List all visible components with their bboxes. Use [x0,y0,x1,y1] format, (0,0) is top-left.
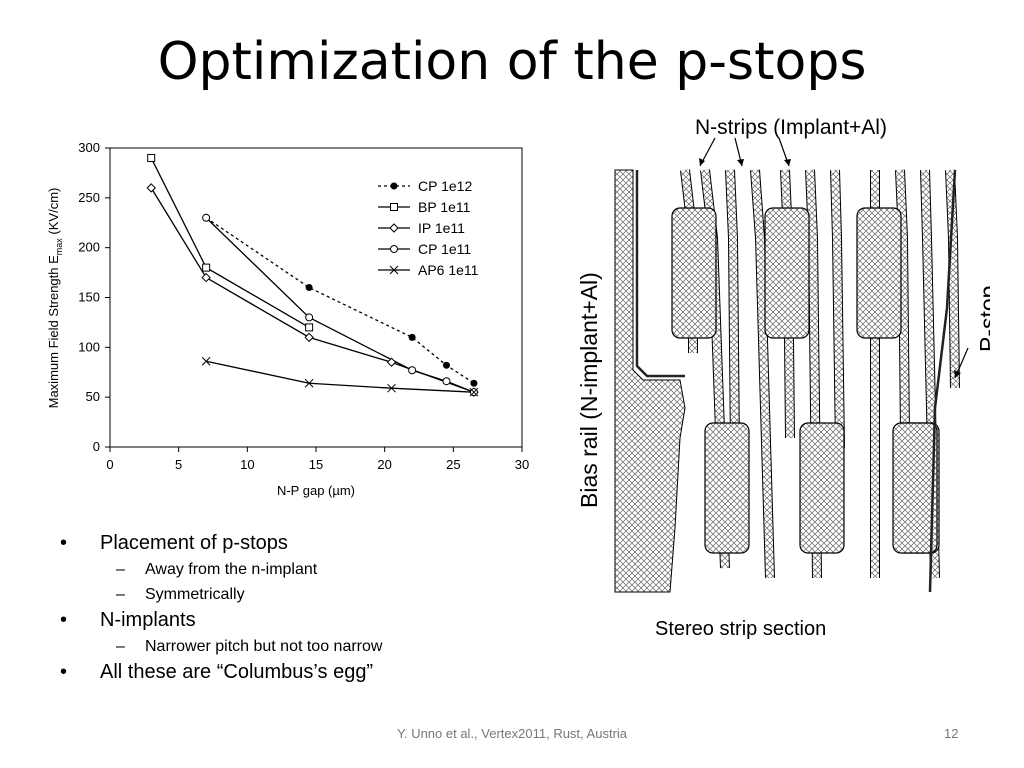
sub-bullet-item: Symmetrically [60,582,580,607]
y-tick-label: 100 [78,339,100,354]
x-tick-label: 10 [240,457,254,472]
data-point [202,213,211,222]
y-tick-label: 150 [78,290,100,305]
x-tick-label: 5 [175,457,182,472]
legend-entry: CP 1e12 [418,178,472,194]
n-strips-label: N-strips (Implant+Al) [695,116,887,139]
series-line-4 [205,360,474,393]
y-tick-label: 50 [86,389,100,404]
bias-rail-label: Bias rail (N-implant+Al) [576,272,602,508]
data-point [305,323,314,332]
strip-pad [892,422,938,554]
y-tick-label: 200 [78,240,100,255]
legend-marker [390,203,398,211]
y-tick-label: 300 [78,140,100,155]
stereo-strip-diagram: N-strips (Implant+Al) Bias rail (N-impla… [576,116,990,593]
p-stop-line [928,169,957,593]
diagram-caption: Stereo strip section [655,618,827,640]
data-point [202,263,211,272]
legend-marker [389,223,399,233]
series-line-0 [205,217,475,384]
legend-marker [390,245,398,253]
slide-title: Optimization of the p-stops [157,32,867,92]
data-point [386,357,397,367]
data-point [387,383,396,393]
legend-marker [389,265,399,275]
data-point [442,361,450,369]
data-point [305,284,313,292]
y-tick-label: 0 [93,439,100,454]
y-tick-label: 250 [78,190,100,205]
bullet-item: Placement of p-stops [60,530,580,557]
bullet-item: All these are “Columbus’s egg” [60,659,580,686]
strip-pad [671,207,717,339]
strip-pad [704,422,750,554]
sub-bullet-item: Narrower pitch but not too narrow [60,634,580,659]
strip-body [751,169,774,579]
strip-pad [764,207,810,339]
x-tick-label: 30 [515,457,529,472]
strip-body [946,169,959,389]
bullet-list: Placement of p-stopsAway from the n-impl… [60,530,580,686]
bias-rail [614,169,686,593]
data-point [201,272,211,283]
strip-body [726,169,739,454]
data-point [408,333,416,341]
strip-body [896,169,909,439]
legend-marker [390,182,398,190]
strip-pad [856,207,902,339]
data-point [304,378,314,388]
n-strips-arrows [699,137,969,379]
y-axis-label: Maximum Field Strength Emax (KV/cm) [46,188,64,409]
data-point [470,379,478,387]
x-tick-label: 25 [446,457,460,472]
sub-bullet-item: Away from the n-implant [60,557,580,582]
bullet-item: N-implants [60,607,580,634]
x-tick-label: 20 [377,457,391,472]
legend-entry: AP6 1e11 [418,262,479,278]
x-tick-label: 0 [106,457,113,472]
series-line-2 [150,187,475,393]
page-number: 12 [944,726,959,741]
data-point [201,356,211,366]
data-point [304,332,314,343]
data-point [147,153,156,162]
data-point [442,377,451,386]
data-point [305,313,314,322]
footer-citation: Y. Unno et al., Vertex2011, Rust, Austri… [396,726,628,741]
legend-entry: CP 1e11 [418,241,471,257]
strip-pad [799,422,845,554]
data-point [146,183,156,193]
data-point [408,366,417,375]
x-axis-label: N-P gap (µm) [277,483,355,498]
series-line-1 [150,157,310,328]
p-stop-label: P-stop [975,286,990,352]
legend-entry: IP 1e11 [418,220,465,236]
data-point [469,387,479,397]
legend-entry: BP 1e11 [418,199,471,215]
strip-body [831,169,844,449]
x-tick-label: 15 [309,457,323,472]
